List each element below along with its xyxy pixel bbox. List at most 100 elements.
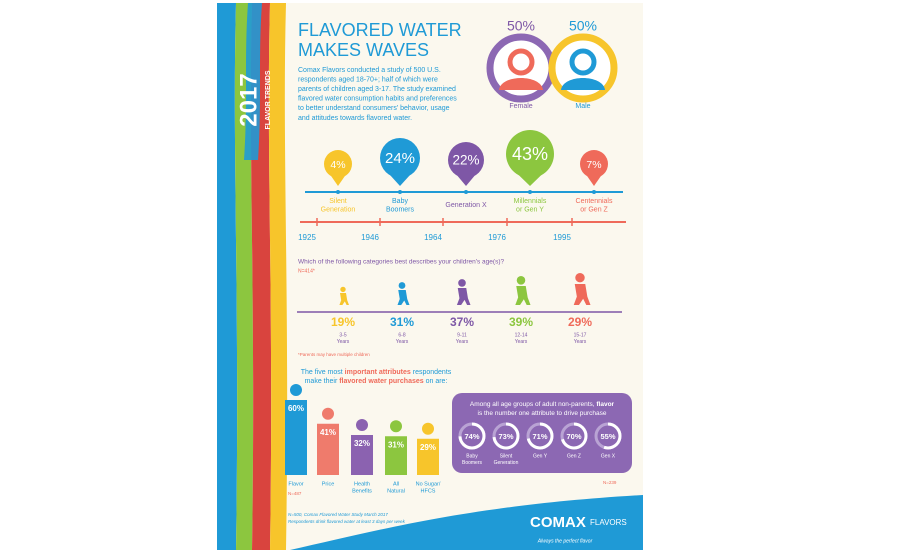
bar-name: Benefits [352,488,372,494]
bar [317,423,339,475]
gender-male: 50% Male [548,18,618,110]
heading-part: important attributes [345,369,411,376]
heading-part: The five most [301,369,345,376]
bubble [448,142,484,178]
gender-label: Female [509,103,532,110]
bubble [380,138,420,178]
icon [507,48,535,76]
intro-line: flavored water consumption habits and pr… [298,96,457,103]
generation-label: or Gen Y [516,206,544,213]
child-percent: 39% [509,315,533,329]
child-icon [398,282,406,289]
heading-part: flavored water purchases [339,378,424,385]
bubble [506,130,554,178]
heading-part: Among all age groups of adult non-parent… [470,401,596,408]
timeline-dot [398,190,402,194]
bar-name: Flavor [288,481,303,487]
bar [351,435,373,475]
child-icon [458,279,466,287]
year: 1964 [424,233,442,242]
year: 1946 [361,233,379,242]
heading-part: is the number one attribute to drive pur… [478,410,607,417]
heading-line: is the number one attribute to drive pur… [478,410,607,417]
bar-icon [390,420,402,433]
child-age: 6-8 [398,332,405,338]
logo-tagline: Always the perfect flavor [537,538,593,544]
title: FLAVORED WATER [298,20,462,40]
child-age: Years [396,339,409,345]
children-sample: N=414* [298,268,315,274]
title: MAKES WAVES [298,40,429,60]
attributes-heading: The five most important attributes respo… [301,369,452,385]
icon [499,78,543,90]
child-icon [397,290,410,305]
child-age: Years [515,339,528,345]
sidebar-label: FLAVOR TRENDS [265,70,272,129]
bar-name: Natural [387,488,405,494]
bar [385,436,407,475]
stripe [217,3,238,550]
ring [458,422,486,450]
heading-part: respondents [411,369,452,376]
bar-name: HFCS [421,488,436,494]
child-percent: 19% [331,315,355,329]
child-age: 9-11 [457,332,467,338]
child-age: 15-17 [574,332,587,338]
ring [526,422,554,450]
generation-label: or Gen Z [580,206,608,213]
timeline-dot [464,190,468,194]
bubble [324,150,352,178]
heading-line: The five most important attributes respo… [301,369,452,376]
ring-name: Gen Z [567,453,581,459]
icon [561,78,605,90]
gender-label: Male [575,103,590,110]
stripe [244,3,262,160]
child-age: Years [337,339,350,345]
ring-name: Generation [494,460,519,466]
bar-icon [290,384,302,396]
ring [492,422,520,450]
timeline-dot [336,190,340,194]
child-icon [515,286,531,305]
ring-label: 70% [566,432,581,441]
generation-percent: 24% [385,150,415,167]
ring-label: 71% [532,432,547,441]
ring-name: Gen X [601,453,616,459]
gender-percent: 50% [569,18,597,34]
intro-line: respondents aged 18-70+; half of which w… [298,76,438,83]
year: 1976 [488,233,506,242]
generation-label: Centennials [576,198,613,205]
generation-percent: 4% [330,159,345,171]
bubble [457,175,475,186]
footer-note: Respondents drink flavored water at leas… [288,519,406,524]
children-question: Which of the following categories best d… [298,259,504,266]
ring-name: Gen Y [533,453,548,459]
generation-label: Millennials [514,198,547,205]
ring-name: Baby [466,453,478,459]
child-icon [339,293,349,305]
bubble [587,175,601,186]
logo-suffix: FLAVORS [590,518,627,527]
bar-name: All [393,481,399,487]
non-parents-box [452,393,632,473]
non-parents-heading: Among all age groups of adult non-parent… [470,401,615,417]
year: 1925 [298,233,316,242]
ring-name: Boomers [462,460,483,466]
child-age: Years [574,339,587,345]
gender-percent: 50% [507,18,535,34]
non-parents-sample: N=239 [603,480,617,485]
bar-name: No Sugar/ [416,481,441,487]
bar-label: 60% [288,404,304,413]
logo-name: COMAX [530,514,586,531]
stripe [268,3,288,550]
child-age: 3-5 [339,332,346,338]
bar [285,400,307,475]
bubble [331,175,345,186]
intro-line: parents of children aged 3-17. The study… [298,86,456,93]
year: 1995 [553,233,571,242]
ring-name: Silent [500,453,513,459]
bottom-wave [290,495,643,550]
timeline-dot [592,190,596,194]
